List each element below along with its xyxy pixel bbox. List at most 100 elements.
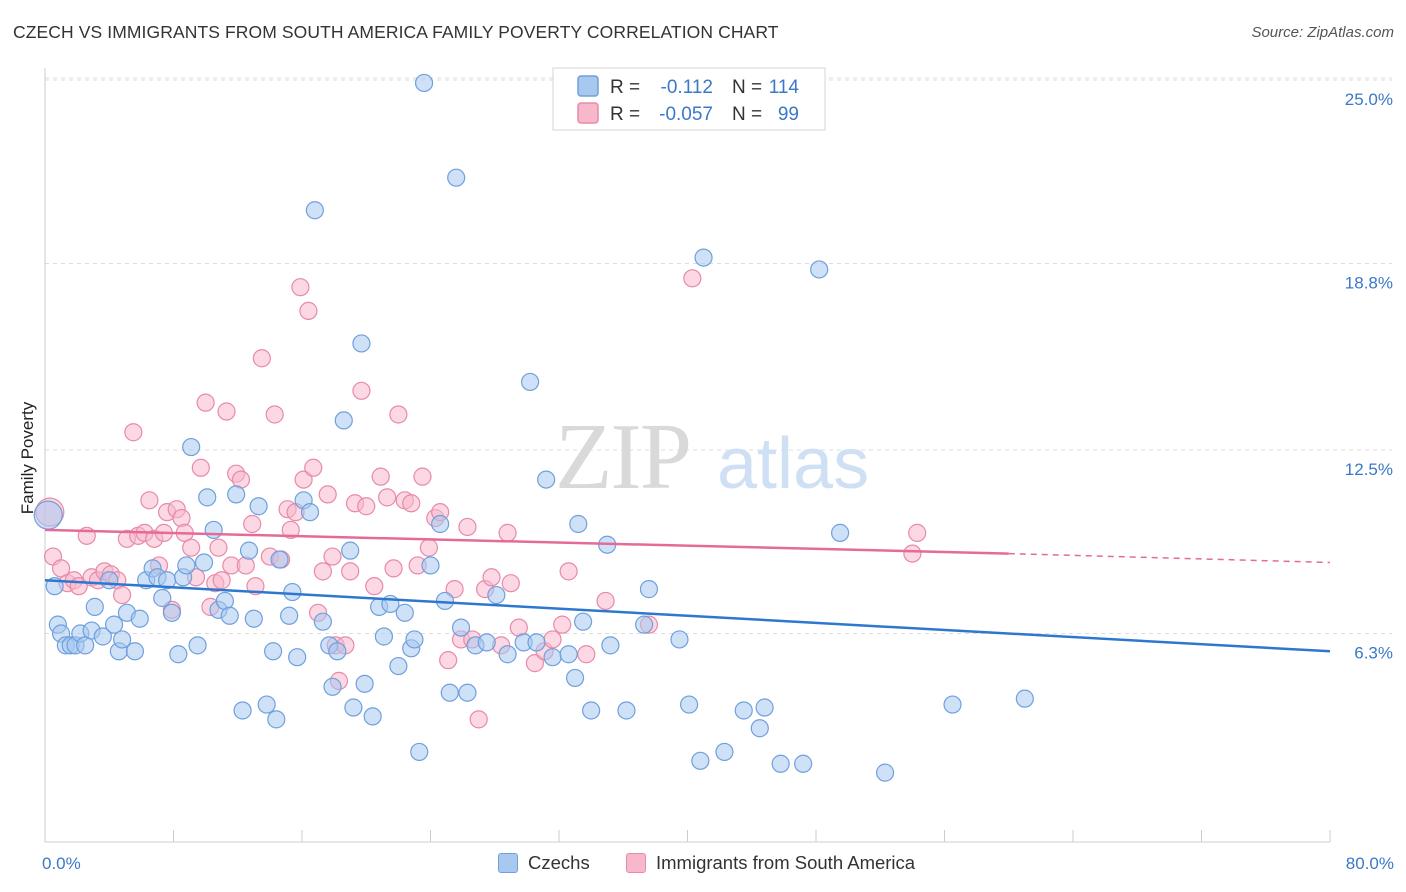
czechs-point (573, 612, 593, 631)
legend-r-label-1: R = (610, 77, 640, 98)
watermark: ZIP atlas (555, 405, 869, 509)
legend-r-label-2: R = (610, 104, 640, 125)
czechs-point (440, 683, 459, 702)
legend-n-value-2: 99 (778, 104, 799, 125)
czechs-point (487, 585, 506, 605)
y-tick-label: 12.5% (1345, 460, 1393, 479)
czechs-point (414, 73, 434, 93)
immigrants-point (236, 556, 255, 575)
czechs-point (153, 588, 172, 608)
immigrants-point (683, 269, 702, 288)
immigrants-point (294, 470, 313, 489)
immigrants-point (469, 710, 488, 729)
legend-label-immigrants: Immigrants from South America (656, 852, 916, 873)
czechs-point (130, 609, 149, 628)
czechs-point (755, 698, 774, 717)
czechs-point (943, 695, 962, 714)
czechs-point (451, 618, 471, 637)
legend-item-czechs[interactable]: Czechs (498, 852, 590, 874)
czechs-point (263, 642, 283, 661)
czechs-point (830, 523, 850, 542)
czechs-point (288, 648, 307, 667)
czechs-point (395, 603, 414, 622)
immigrants-point (182, 538, 201, 557)
y-tick-label: 6.3% (1354, 644, 1393, 663)
immigrants-point (217, 402, 236, 421)
immigrants-point (209, 538, 228, 557)
immigrants-point (577, 645, 596, 664)
legend-swatch-czechs (577, 75, 599, 97)
czechs-point (498, 645, 517, 664)
legend-label-czechs: Czechs (528, 852, 590, 873)
immigrants-point (596, 591, 615, 611)
czechs-point (421, 556, 440, 575)
immigrants-point (323, 547, 342, 566)
czechs-point (323, 677, 342, 696)
czechs-point (601, 636, 620, 655)
czechs-point (374, 627, 394, 646)
immigrants-point (313, 562, 332, 581)
czechs-point (198, 488, 217, 507)
immigrants-point (371, 467, 390, 486)
czechs-point (1015, 689, 1034, 708)
czechs-point (810, 260, 829, 279)
czechs-point (249, 497, 268, 516)
immigrants-point (419, 538, 438, 557)
trend-lines (44, 528, 1331, 653)
watermark-atlas: atlas (717, 424, 869, 504)
czechs-point (305, 201, 324, 220)
immigrants-point (341, 562, 360, 581)
legend-r-value-2: -0.057 (659, 104, 713, 125)
czechs-point (188, 636, 207, 655)
immigrants-point (265, 405, 284, 424)
czechs-point (169, 645, 188, 664)
immigrants-point (458, 517, 477, 537)
legend-n-value-1: 114 (769, 77, 800, 98)
axes (44, 68, 1331, 843)
chart-title: CZECH VS IMMIGRANTS FROM SOUTH AMERICA F… (13, 22, 779, 42)
legend-swatch-immigrants-bottom (626, 853, 646, 873)
immigrants-point (439, 651, 458, 670)
czechs-point (458, 683, 477, 702)
immigrants-point (525, 654, 545, 673)
czechs-point (750, 719, 769, 738)
legend-n-label-2: N = (732, 104, 762, 125)
czechs-point (363, 707, 382, 726)
czechs-point (177, 556, 196, 575)
czechs-point (543, 648, 562, 667)
immigrants-point (903, 544, 922, 563)
czechs-point (100, 571, 119, 590)
czechs-point (405, 630, 424, 649)
czechs-point (257, 695, 276, 714)
czechs-point (334, 411, 353, 430)
czechs-point (520, 372, 540, 392)
immigrants-point (357, 497, 376, 516)
immigrants-point (501, 574, 520, 593)
legend-n-label-1: N = (732, 77, 762, 98)
czechs-point (313, 612, 332, 631)
czechs-point (352, 334, 371, 353)
czechs-point (680, 695, 699, 714)
immigrants-point (378, 488, 397, 507)
immigrants-point (365, 577, 384, 596)
czechs-point (389, 656, 408, 676)
legend-top: R = -0.112 N = 114 R = -0.057 N = 99 (552, 67, 826, 131)
czechs-point (33, 500, 63, 530)
immigrants-point (212, 571, 231, 590)
czechs-point (162, 603, 181, 622)
immigrants-point (299, 301, 318, 320)
czechs-point (220, 606, 239, 625)
immigrants-trend-extension (1008, 552, 1331, 564)
immigrants-point (112, 585, 132, 605)
legend-item-immigrants[interactable]: Immigrants from South America (626, 852, 915, 874)
source-label: Source: ZipAtlas.com (1251, 24, 1394, 41)
immigrants-point (445, 580, 464, 599)
immigrants-trend-line (44, 528, 1009, 555)
czechs-point (410, 742, 429, 762)
czechs-point (328, 642, 347, 661)
immigrants-point (543, 630, 562, 649)
czechs-point (527, 633, 546, 652)
czechs-point (182, 437, 201, 457)
czechs-point (715, 742, 734, 762)
czechs-point (267, 710, 286, 729)
